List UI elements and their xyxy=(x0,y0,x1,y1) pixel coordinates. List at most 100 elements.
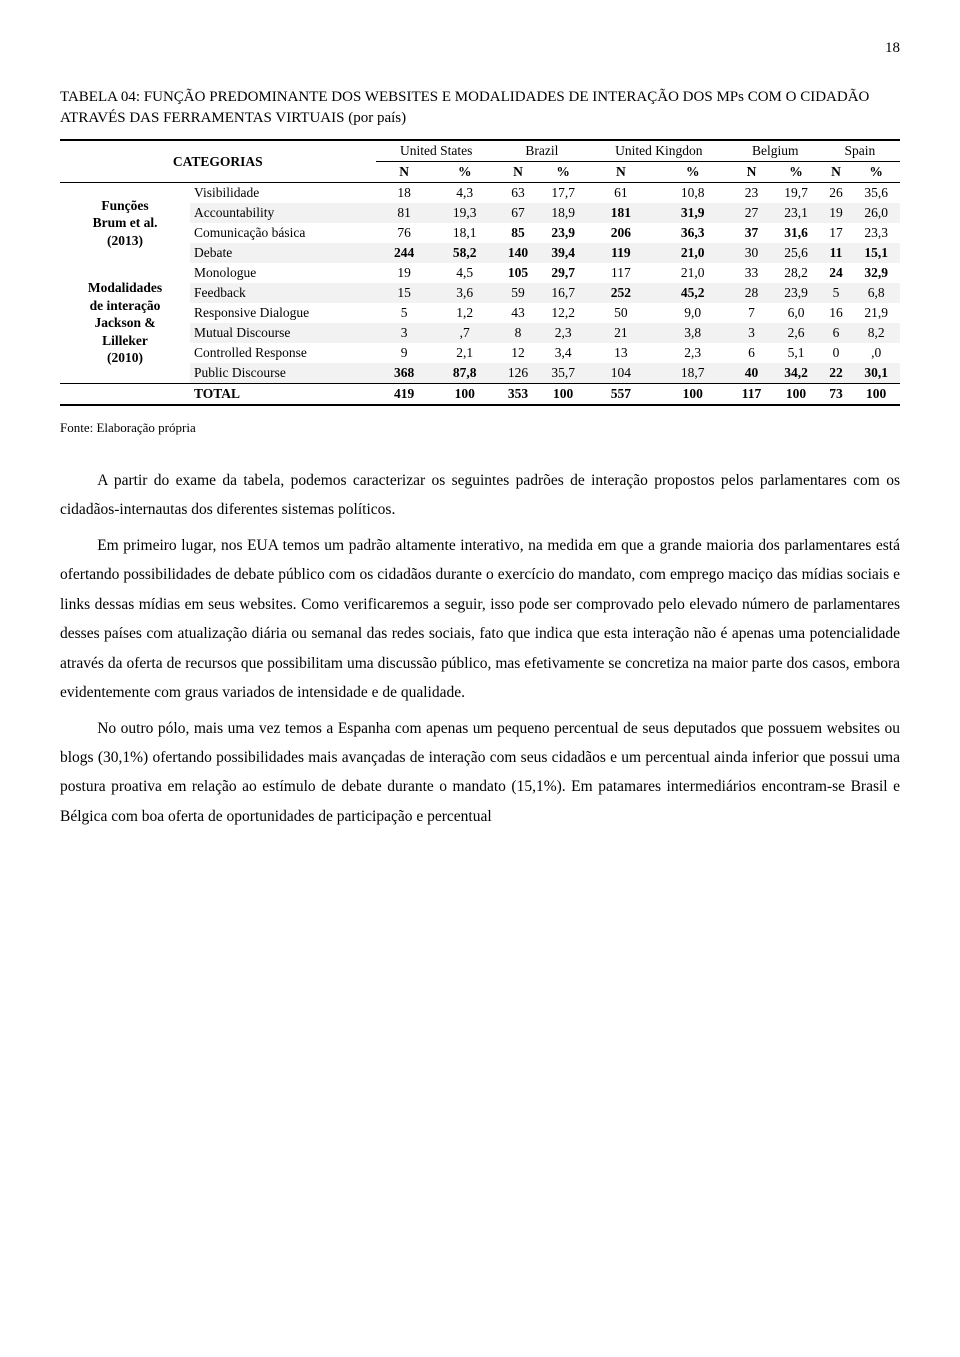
cell-value: 3,8 xyxy=(655,323,731,343)
cell-value: 35,7 xyxy=(539,363,587,384)
paragraph: No outro pólo, mais uma vez temos a Espa… xyxy=(60,714,900,832)
cell-value: 105 xyxy=(497,263,540,283)
subheader-n: N xyxy=(731,162,772,183)
cell-value: 244 xyxy=(376,243,433,263)
cell-value: 7 xyxy=(731,303,772,323)
cell-value: 18,9 xyxy=(539,203,587,223)
table-row: Modalidadesde interaçãoJackson &Lilleker… xyxy=(60,263,900,283)
row-label: Visibilidade xyxy=(190,183,376,204)
cell-value: 30 xyxy=(731,243,772,263)
cell-value: 18,1 xyxy=(433,223,497,243)
cell-value: 28 xyxy=(731,283,772,303)
cell-value: 5 xyxy=(820,283,852,303)
total-row: TOTAL41910035310055710011710073100 xyxy=(60,384,900,406)
cell-value: 3,6 xyxy=(433,283,497,303)
cell-value: 29,7 xyxy=(539,263,587,283)
header-country-3: Belgium xyxy=(731,140,820,162)
cell-value: ,7 xyxy=(433,323,497,343)
cell-value: 3 xyxy=(731,323,772,343)
cell-value: 61 xyxy=(587,183,655,204)
cell-value: 36,3 xyxy=(655,223,731,243)
cell-value: 15,1 xyxy=(852,243,900,263)
cell-value: 9 xyxy=(376,343,433,363)
subheader-n: N xyxy=(820,162,852,183)
cell-value: 6,8 xyxy=(852,283,900,303)
cell-value: 21,9 xyxy=(852,303,900,323)
cell-value: 23 xyxy=(731,183,772,204)
cell-value: 67 xyxy=(497,203,540,223)
row-label: Comunicação básica xyxy=(190,223,376,243)
total-value: 117 xyxy=(731,384,772,406)
table-title: TABELA 04: FUNÇÃO PREDOMINANTE DOS WEBSI… xyxy=(60,87,900,129)
cell-value: 4,3 xyxy=(433,183,497,204)
row-label: Public Discourse xyxy=(190,363,376,384)
cell-value: 43 xyxy=(497,303,540,323)
table-source: Fonte: Elaboração própria xyxy=(60,420,900,436)
cell-value: 23,9 xyxy=(772,283,820,303)
cell-value: 19 xyxy=(376,263,433,283)
cell-value: 140 xyxy=(497,243,540,263)
cell-value: 23,9 xyxy=(539,223,587,243)
cell-value: 8,2 xyxy=(852,323,900,343)
subheader-pct: % xyxy=(539,162,587,183)
cell-value: 34,2 xyxy=(772,363,820,384)
cell-value: 15 xyxy=(376,283,433,303)
total-value: 100 xyxy=(539,384,587,406)
cell-value: 22 xyxy=(820,363,852,384)
table-body: FunçõesBrum et al.(2013)Visibilidade184,… xyxy=(60,183,900,406)
cell-value: 63 xyxy=(497,183,540,204)
cell-value: 19,7 xyxy=(772,183,820,204)
table-row: FunçõesBrum et al.(2013)Visibilidade184,… xyxy=(60,183,900,204)
header-country-1: Brazil xyxy=(497,140,587,162)
cell-value: 1,2 xyxy=(433,303,497,323)
cell-value: 28,2 xyxy=(772,263,820,283)
cell-value: 10,8 xyxy=(655,183,731,204)
total-value: 419 xyxy=(376,384,433,406)
cell-value: 18,7 xyxy=(655,363,731,384)
subheader-pct: % xyxy=(433,162,497,183)
group-label: Modalidadesde interaçãoJackson &Lilleker… xyxy=(60,263,190,384)
cell-value: 126 xyxy=(497,363,540,384)
row-label: Controlled Response xyxy=(190,343,376,363)
cell-value: 31,9 xyxy=(655,203,731,223)
cell-value: 25,6 xyxy=(772,243,820,263)
cell-value: 21,0 xyxy=(655,243,731,263)
cell-value: 23,1 xyxy=(772,203,820,223)
cell-value: 32,9 xyxy=(852,263,900,283)
row-label: Accountability xyxy=(190,203,376,223)
cell-value: 9,0 xyxy=(655,303,731,323)
total-label: TOTAL xyxy=(190,384,376,406)
table-head: CATEGORIAS United States Brazil United K… xyxy=(60,140,900,183)
cell-value: 50 xyxy=(587,303,655,323)
cell-value: 8 xyxy=(497,323,540,343)
cell-value: 252 xyxy=(587,283,655,303)
cell-value: 3 xyxy=(376,323,433,343)
paragraph: Em primeiro lugar, nos EUA temos um padr… xyxy=(60,531,900,708)
row-label: Debate xyxy=(190,243,376,263)
cell-value: 37 xyxy=(731,223,772,243)
cell-value: 16,7 xyxy=(539,283,587,303)
cell-value: 30,1 xyxy=(852,363,900,384)
header-country-2: United Kingdon xyxy=(587,140,731,162)
total-value: 100 xyxy=(433,384,497,406)
header-categorias: CATEGORIAS xyxy=(60,140,376,183)
cell-value: 17,7 xyxy=(539,183,587,204)
cell-value: 2,1 xyxy=(433,343,497,363)
cell-value: 12 xyxy=(497,343,540,363)
cell-value: 26,0 xyxy=(852,203,900,223)
total-value: 100 xyxy=(852,384,900,406)
cell-value: 11 xyxy=(820,243,852,263)
body-text: A partir do exame da tabela, podemos car… xyxy=(60,466,900,831)
subheader-n: N xyxy=(587,162,655,183)
group-label: FunçõesBrum et al.(2013) xyxy=(60,183,190,264)
cell-value: 26 xyxy=(820,183,852,204)
cell-value: 17 xyxy=(820,223,852,243)
total-value: 73 xyxy=(820,384,852,406)
subheader-pct: % xyxy=(772,162,820,183)
cell-value: 16 xyxy=(820,303,852,323)
header-country-4: Spain xyxy=(820,140,900,162)
cell-value: 81 xyxy=(376,203,433,223)
cell-value: 45,2 xyxy=(655,283,731,303)
cell-value: 40 xyxy=(731,363,772,384)
cell-value: 3,4 xyxy=(539,343,587,363)
